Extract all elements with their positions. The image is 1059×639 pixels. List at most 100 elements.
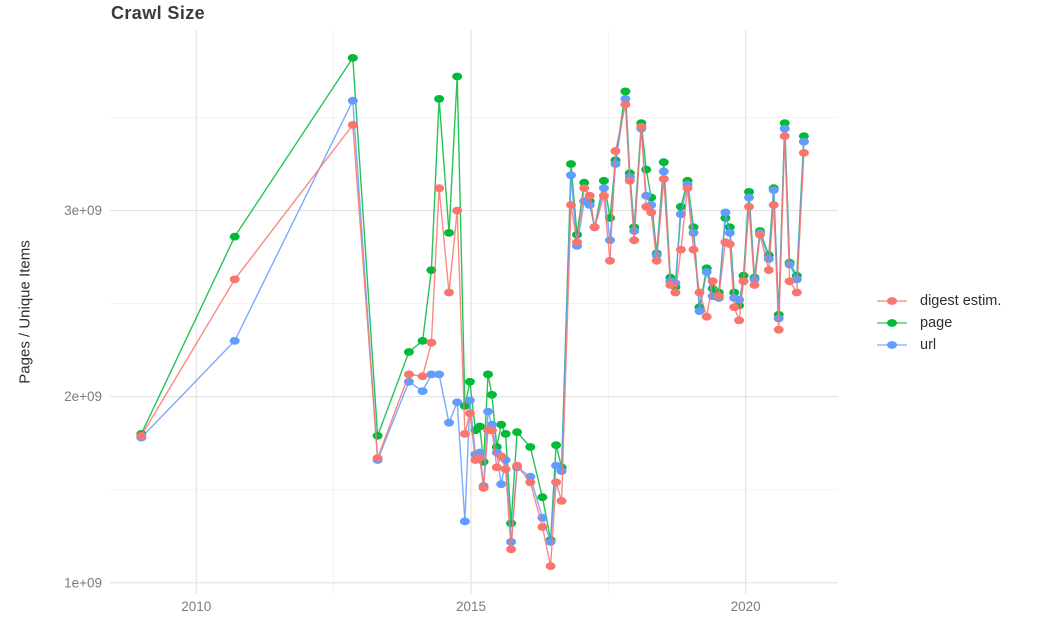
- series-line-digest-estim: [140, 104, 805, 567]
- data-point-digest-estim: [500, 465, 511, 474]
- data-point-url: [584, 201, 595, 209]
- data-point-digest-estim: [624, 176, 635, 185]
- y-tick-label: 2e+09: [64, 389, 102, 404]
- data-point-digest-estim: [784, 277, 795, 286]
- data-point-digest-estim: [598, 191, 609, 200]
- data-point-page: [474, 422, 485, 431]
- data-point-page: [566, 160, 576, 168]
- data-point-digest-estim: [773, 325, 784, 334]
- data-point-page: [229, 232, 240, 241]
- x-tick-label: 2015: [456, 599, 486, 614]
- data-point-url: [620, 95, 631, 103]
- data-point-url: [779, 124, 790, 133]
- data-point-digest-estim: [478, 484, 489, 492]
- data-point-digest-estim: [629, 236, 640, 245]
- data-point-digest-estim: [589, 223, 600, 232]
- data-point-page: [452, 72, 463, 81]
- data-point-digest-estim: [670, 288, 681, 297]
- data-point-digest-estim: [579, 184, 590, 193]
- data-point-digest-estim: [496, 452, 507, 461]
- data-point-url: [798, 137, 809, 146]
- legend-item-page: page: [876, 312, 1001, 334]
- data-point-digest-estim: [729, 303, 740, 312]
- legend-key-icon: [877, 297, 907, 305]
- data-point-page: [641, 165, 652, 174]
- y-tick-label: 3e+09: [64, 203, 102, 218]
- legend: digest estim. page url: [876, 290, 1001, 356]
- data-point-digest-estim: [738, 277, 749, 286]
- legend-label: page: [920, 315, 953, 331]
- data-point-page: [525, 443, 536, 451]
- legend-item-url: url: [876, 334, 1001, 356]
- data-point-digest-estim: [688, 245, 699, 254]
- data-point-digest-estim: [426, 338, 437, 347]
- data-point-digest-estim: [512, 461, 523, 470]
- data-point-digest-estim: [444, 288, 454, 297]
- data-point-url: [701, 268, 712, 276]
- data-point-url: [744, 193, 754, 202]
- data-point-digest-estim: [610, 147, 621, 155]
- series-line-page: [140, 55, 805, 541]
- data-point-digest-estim: [798, 149, 809, 157]
- data-point-page: [444, 229, 454, 237]
- data-point-url: [496, 480, 507, 489]
- data-point-digest-estim: [658, 175, 669, 183]
- data-point-page: [464, 377, 475, 386]
- data-point-page: [500, 430, 511, 438]
- data-point-page: [620, 87, 631, 96]
- data-point-digest-estim: [646, 208, 657, 217]
- data-point-page: [598, 176, 609, 185]
- data-point-url: [566, 171, 576, 180]
- data-point-page: [426, 266, 437, 274]
- data-point-page: [537, 493, 548, 502]
- data-point-page: [798, 132, 809, 141]
- data-point-page: [347, 54, 358, 62]
- data-point-digest-estim: [372, 454, 383, 462]
- data-point-url: [452, 398, 463, 407]
- data-point-digest-estim: [701, 312, 712, 321]
- data-point-digest-estim: [641, 202, 652, 211]
- data-point-url: [545, 538, 556, 546]
- data-point-page: [434, 95, 445, 103]
- data-point-digest-estim: [417, 372, 428, 381]
- data-point-digest-estim: [665, 281, 676, 289]
- data-point-url: [598, 184, 609, 193]
- data-point-digest-estim: [636, 122, 647, 131]
- data-point-url: [347, 96, 358, 105]
- data-point-digest-estim: [724, 240, 735, 249]
- data-point-url: [434, 370, 445, 379]
- data-point-url: [675, 210, 686, 219]
- data-point-digest-estim: [474, 454, 485, 462]
- data-point-url: [426, 370, 437, 379]
- chart-title: Crawl Size: [111, 3, 206, 23]
- data-point-url: [444, 418, 454, 427]
- data-point-url: [605, 236, 615, 245]
- data-point-url: [474, 448, 485, 457]
- series-line-url: [140, 98, 805, 543]
- data-point-digest-estim: [572, 238, 582, 247]
- legend-label: url: [920, 337, 937, 353]
- data-point-page: [459, 402, 470, 410]
- data-point-page: [417, 337, 428, 345]
- data-point-url: [464, 396, 475, 405]
- data-point-digest-estim: [403, 370, 414, 379]
- data-point-digest-estim: [347, 121, 358, 129]
- data-point-page: [496, 420, 507, 429]
- data-point-page: [724, 223, 735, 232]
- data-point-url: [658, 167, 669, 176]
- data-point-digest-estim: [605, 256, 615, 265]
- data-point-page: [512, 428, 523, 436]
- data-point-url: [229, 337, 240, 345]
- data-point-digest-estim: [755, 230, 765, 239]
- data-point-page: [551, 441, 562, 449]
- data-point-digest-estim: [229, 275, 240, 284]
- data-point-digest-estim: [584, 191, 595, 200]
- data-point-digest-estim: [620, 100, 631, 109]
- legend-key-icon: [877, 341, 907, 349]
- data-point-page: [658, 158, 669, 167]
- data-point-digest-estim: [682, 184, 693, 193]
- data-point-page: [744, 188, 754, 196]
- data-point-digest-estim: [136, 431, 147, 440]
- legend-item-digest-estim: digest estim.: [876, 290, 1001, 312]
- data-point-digest-estim: [791, 288, 802, 297]
